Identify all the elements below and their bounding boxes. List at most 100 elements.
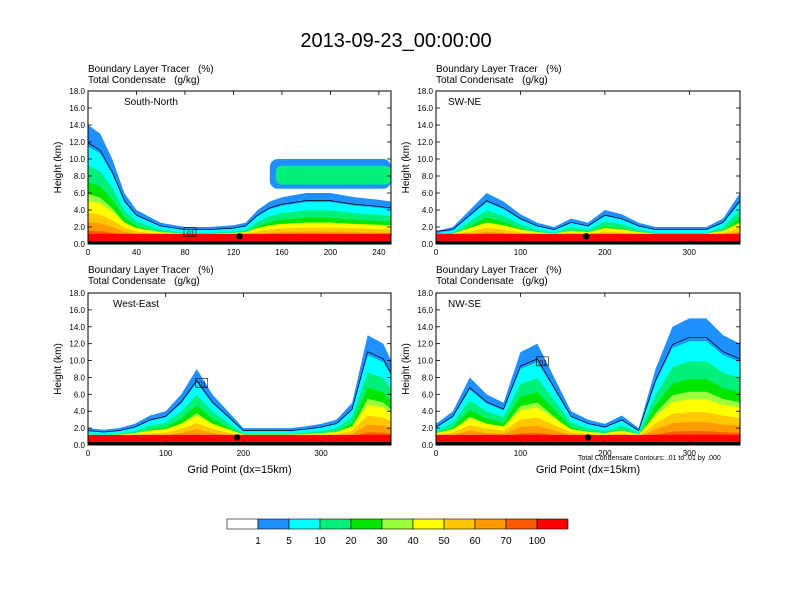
x-tick-label: 300 [314, 449, 328, 458]
colorbar-swatch [505, 518, 538, 530]
contour-label-box [195, 378, 209, 388]
x-tick-label: 240 [372, 248, 386, 257]
plot-frame [435, 292, 741, 446]
colorbar-swatch [226, 518, 259, 530]
colorbar-swatch [257, 518, 290, 530]
y-tick-label: 8.0 [74, 373, 86, 382]
contour-note: Total Condensate Contours: .01 to .01 by… [578, 455, 721, 462]
y-tick-label: 10.0 [69, 357, 85, 366]
shaded-field [436, 193, 740, 244]
terrain [88, 442, 391, 445]
y-tick-label: 16.0 [69, 306, 85, 315]
x-axis-label: Grid Point (dx=15km) [187, 464, 291, 476]
subplot-name-bg [120, 95, 199, 108]
subplot-name-bg [109, 297, 175, 310]
x-tick-label: 0 [86, 248, 91, 257]
y-tick-label: 18.0 [69, 87, 85, 96]
colorbar-swatch [536, 518, 569, 530]
panel-south-north: 0.0 2.0 4.0 6.0 8.0 10.0 12.0 14.0 16.0 18.0 0 40 80… [53, 87, 392, 257]
panel-header-west-east: Boundary Layer Tracer (%) Total Condensa… [88, 265, 214, 287]
header-line2: Total Condensate (g/kg) [88, 75, 200, 86]
y-tick-label: 2.0 [422, 223, 434, 232]
terrain [436, 241, 740, 244]
x-tick-label: 40 [132, 248, 141, 257]
y-tick-label: 4.0 [74, 407, 86, 416]
subplot-name: South-North [124, 97, 178, 108]
panel-sw-ne: 0.0 2.0 4.0 6.0 8.0 10.0 12.0 14.0 16.0 18.0 0 100 2… [401, 87, 741, 257]
x-tick-label: 120 [227, 248, 241, 257]
y-tick-label: 8.0 [422, 373, 434, 382]
y-tick-label: 2.0 [422, 424, 434, 433]
subplot-name: West-East [113, 299, 159, 310]
y-axis-label: Height (km) [53, 343, 64, 395]
contour-label-box [183, 227, 197, 237]
header-line1: Boundary Layer Tracer (%) [436, 64, 562, 75]
y-tick-label: 0.0 [422, 240, 434, 249]
location-marker [236, 233, 243, 240]
colorbar-label: 50 [438, 536, 450, 547]
subplot-name: SW-NE [448, 97, 481, 108]
shaded-field [88, 335, 391, 445]
condensate-contour [88, 142, 391, 230]
contour-label: .01 [197, 381, 207, 388]
y-tick-label: 12.0 [69, 138, 85, 147]
subplot-name: NW-SE [448, 299, 481, 310]
x-tick-label: 300 [683, 449, 697, 458]
condensate-contour [88, 351, 391, 433]
x-tick-label: 0 [86, 449, 91, 458]
colorbar-swatch [350, 518, 383, 530]
y-tick-label: 14.0 [417, 121, 433, 130]
y-tick-label: 16.0 [69, 104, 85, 113]
plot-frame [87, 90, 392, 245]
y-tick-label: 12.0 [69, 340, 85, 349]
colorbar-label: 10 [314, 536, 326, 547]
y-tick-label: 18.0 [69, 289, 85, 298]
header-line2: Total Condensate (g/kg) [436, 75, 548, 86]
main-title: 2013-09-23_00:00:00 [300, 30, 492, 52]
y-tick-label: 0.0 [74, 441, 86, 450]
header-line1: Boundary Layer Tracer (%) [436, 265, 562, 276]
y-tick-label: 4.0 [422, 407, 434, 416]
tracer-band [88, 335, 391, 445]
x-tick-label: 0 [434, 449, 439, 458]
y-tick-label: 18.0 [417, 289, 433, 298]
panel-header-nw-se: Boundary Layer Tracer (%) Total Condensa… [436, 265, 562, 287]
x-tick-label: 300 [683, 248, 697, 257]
y-tick-label: 10.0 [417, 357, 433, 366]
y-tick-label: 14.0 [69, 121, 85, 130]
y-tick-label: 0.0 [74, 240, 86, 249]
y-tick-label: 6.0 [422, 390, 434, 399]
y-tick-label: 12.0 [417, 138, 433, 147]
panel-west-east: 0.0 2.0 4.0 6.0 8.0 10.0 12.0 14.0 16.0 18.0 0 100 2… [53, 289, 392, 476]
subplot-name-bg [444, 297, 484, 310]
panel-nw-se: 0.0 2.0 4.0 6.0 8.0 10.0 12.0 14.0 16.0 18.0 0 100 2… [401, 289, 741, 476]
location-marker [584, 434, 592, 441]
contour-label: .01 [537, 360, 547, 367]
x-tick-label: 200 [598, 248, 612, 257]
y-tick-label: 8.0 [422, 172, 434, 181]
x-tick-label: 200 [598, 449, 612, 458]
y-tick-label: 2.0 [74, 223, 86, 232]
colorbar-label: 70 [500, 536, 512, 547]
plot-frame [87, 292, 392, 446]
colorbar [226, 518, 569, 530]
colorbar-label: 40 [407, 536, 419, 547]
colorbar-swatch [288, 518, 321, 530]
header-line2: Total Condensate (g/kg) [436, 276, 548, 287]
y-tick-label: 12.0 [417, 340, 433, 349]
panel-header-south-north: Boundary Layer Tracer (%) Total Condensa… [88, 64, 214, 86]
location-marker [583, 233, 590, 240]
colorbar-label: 100 [528, 536, 546, 547]
colorbar-swatch [412, 518, 445, 530]
tracer-band [275, 165, 391, 185]
shaded-field [88, 125, 391, 244]
shaded-field [436, 318, 740, 445]
y-tick-label: 2.0 [74, 424, 86, 433]
terrain [88, 241, 391, 244]
x-tick-label: 200 [324, 248, 338, 257]
contour-label-box [536, 356, 549, 367]
x-tick-label: 100 [514, 248, 528, 257]
colorbar-labels: 1 5 10 20 30 40 50 60 70 100 [0, 536, 792, 550]
y-tick-label: 6.0 [74, 189, 86, 198]
contour-label: .01 [185, 231, 195, 238]
